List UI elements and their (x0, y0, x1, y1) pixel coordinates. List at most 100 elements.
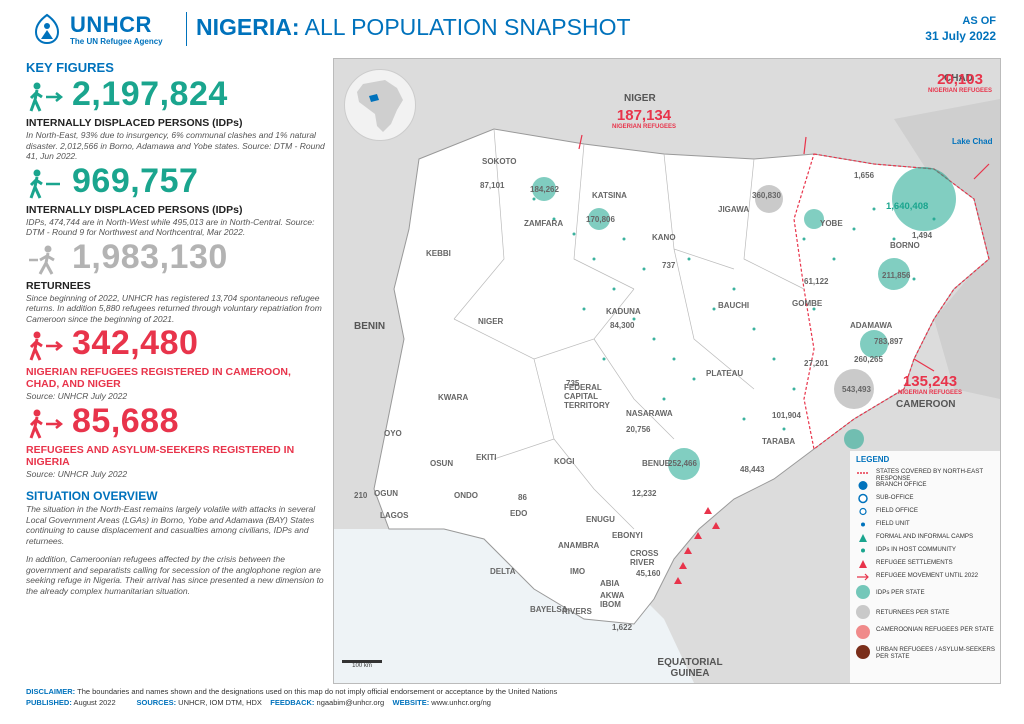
state-label: OYO (384, 429, 402, 438)
state-label: TARABA (762, 437, 796, 446)
nigeria-map[interactable]: NIGER CHAD CAMEROON BENIN EQUATORIAL GUI… (333, 58, 1001, 684)
figure-note: Source: UNHCR July 2022 (26, 391, 128, 401)
idp-circle-label: 84,300 (610, 321, 635, 330)
state-label: PLATEAU (706, 369, 744, 378)
state-label: ADAMAWA (850, 321, 893, 330)
map-value: 45,160 (636, 569, 661, 578)
country-label-benin: BENIN (354, 321, 386, 332)
legend-title: LEGEND (856, 455, 890, 464)
figure-label: REFUGEES AND ASYLUM-SEEKERS REGISTERED I… (26, 443, 295, 468)
legend-item: SUB-OFFICE (850, 492, 1000, 505)
country-label-cameroon: CAMEROON (896, 399, 956, 410)
state-label: JIGAWA (718, 205, 750, 214)
logo-name: UNHCR (70, 12, 152, 37)
state-label: DELTA (490, 567, 516, 576)
cameroonian-refugee-bubble-icon (856, 625, 870, 639)
figure-number: 2,197,824 (72, 75, 228, 113)
idp-circle-label: 252,466 (668, 459, 697, 468)
as-of-date: AS OF 31 July 2022 (925, 15, 996, 43)
refugee-running-icon (29, 409, 64, 439)
state-label: KEBBI (426, 249, 451, 258)
overview-paragraph: The situation in the North-East remains … (26, 504, 316, 546)
map-value: 86 (518, 493, 527, 502)
state-label: BENUE (642, 459, 671, 468)
refugee-running-icon (29, 331, 64, 361)
state-label: LAGOS (380, 511, 409, 520)
idp-circle-label: 87,101 (480, 181, 505, 190)
state-label: AKWA IBOM (600, 591, 625, 609)
state-label: NASARAWA (626, 409, 673, 418)
legend-item: REFUGEE SETTLEMENTS (850, 557, 1000, 570)
sub-office-icon (858, 493, 868, 504)
returnee-bubble-icon (856, 605, 870, 619)
legend-item: IDPs IN HOST COMMUNITY (850, 544, 1000, 557)
figure-idps-northwest: 969,757 (26, 162, 326, 202)
idp-circle-label: 543,493 (842, 385, 871, 394)
dashed-border-icon (857, 472, 869, 474)
map-value: 1,622 (612, 623, 633, 632)
map-value: 210 (354, 491, 368, 500)
state-label: CROSS RIVER (630, 549, 659, 567)
idp-circle-label: 783,897 (874, 337, 903, 346)
unhcr-logo[interactable]: UNHCR The UN Refugee Agency (30, 10, 190, 50)
idp-walking-icon (29, 169, 60, 199)
state-label: ANAMBRA (558, 541, 600, 550)
legend-item: FIELD OFFICE (850, 505, 1000, 518)
page-header: UNHCR The UN Refugee Agency NIGERIA: ALL… (0, 0, 1024, 55)
figure-number: 85,688 (72, 401, 179, 440)
legend-item: STATES COVERED BY NORTH-EAST RESPONSE (850, 466, 1000, 482)
figure-label: INTERNALLY DISPLACED PERSONS (IDPs) (26, 117, 243, 129)
legend-item: CAMEROONIAN REFUGEES PER STATE (850, 623, 1000, 643)
figure-note: Source: UNHCR July 2022 (26, 468, 128, 479)
page-footer: DISCLAIMER: The boundaries and names sho… (26, 686, 1006, 708)
idp-circle-label: 184,262 (530, 185, 559, 194)
map-canvas (334, 99, 1000, 683)
state-label: KADUNA (606, 307, 641, 316)
figure-idps-northeast: 2,197,824 (26, 75, 326, 115)
state-label: RIVERS (562, 607, 592, 616)
figure-label: NIGERIAN REFUGEES REGISTERED IN CAMEROON… (26, 366, 291, 390)
state-label: BAYELSA (530, 605, 568, 614)
overview-paragraph: In addition, Cameroonian refugees affect… (26, 554, 324, 596)
country-label-chad: CHAD (944, 73, 973, 84)
map-value: 737 (662, 261, 676, 270)
figure-label: RETURNEES (26, 279, 91, 292)
africa-locator-map (357, 80, 403, 132)
state-label: EBONYI (612, 531, 643, 540)
lake-chad-label: Lake Chad (952, 137, 993, 146)
state-label: ONDO (454, 491, 478, 500)
state-label: BAUCHI (718, 301, 750, 310)
scale-bar: 100 km (342, 659, 382, 671)
idp-bubble-icon (856, 585, 870, 599)
legend-item: RETURNEES PER STATE (850, 603, 1000, 623)
state-label: ZAMFARA (524, 219, 564, 228)
state-label: FEDERAL CAPITAL TERRITORY (564, 383, 610, 410)
state-label: OSUN (430, 459, 454, 468)
state-label: EKITI (476, 453, 497, 462)
state-label: ABIA (600, 579, 620, 588)
legend-item: REFUGEE MOVEMENT UNTIL 2022 (850, 570, 1000, 583)
state-label: BORNO (890, 241, 920, 250)
idp-circle-label: 360,830 (752, 191, 781, 200)
feedback-email-link[interactable]: ngaabim@unhcr.org (316, 698, 385, 707)
host-community-icon (861, 548, 865, 553)
figure-nigerian-refugees: 342,480 (26, 324, 326, 364)
idp-circle-label: 61,122 (804, 277, 829, 286)
map-value: 735 (566, 379, 580, 388)
country-label-equatorial-guinea: EQUATORIAL GUINEA (657, 657, 723, 679)
idp-walking-icon (29, 82, 64, 112)
refugees-cameroon-box: 135,243 NIGERIAN REFUGEES (898, 373, 963, 396)
africa-locator-inset (344, 69, 416, 141)
idp-circle-label: 211,856 (882, 271, 911, 280)
logo-subtitle: The UN Refugee Agency (70, 37, 163, 46)
map-legend: LEGEND STATES COVERED BY NORTH-EAST RESP… (850, 451, 1000, 683)
key-figures-panel: KEY FIGURES 2,197,824 INTERNALLY DISPLAC… (26, 60, 326, 596)
header-divider (186, 12, 187, 46)
website-link[interactable]: www.unhcr.org/ng (431, 698, 491, 707)
state-label: ENUGU (586, 515, 615, 524)
returnee-icon (29, 245, 55, 275)
state-label: KATSINA (592, 191, 627, 200)
refugee-settlement-icon (859, 560, 867, 568)
figure-refugees-in-nigeria: 85,688 (26, 402, 326, 442)
state-label: NIGER (478, 317, 504, 326)
